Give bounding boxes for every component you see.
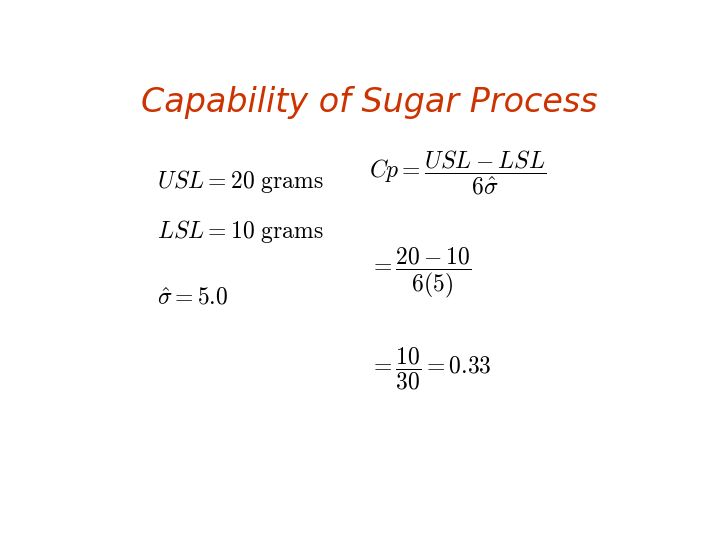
Text: $\mathit{USL} = 20\ \mathrm{grams}$: $\mathit{USL} = 20\ \mathrm{grams}$: [157, 168, 324, 195]
Text: $\hat{\sigma} = 5.0$: $\hat{\sigma} = 5.0$: [157, 286, 228, 309]
Text: Capability of Sugar Process: Capability of Sugar Process: [140, 86, 598, 119]
Text: $\mathit{Cp} = \dfrac{\mathit{USL}-\mathit{LSL}}{6\hat{\sigma}}$: $\mathit{Cp} = \dfrac{\mathit{USL}-\math…: [369, 149, 546, 197]
Text: $= \dfrac{10}{30} = 0.33$: $= \dfrac{10}{30} = 0.33$: [369, 345, 492, 392]
Text: $= \dfrac{20-10}{6(5)}$: $= \dfrac{20-10}{6(5)}$: [369, 246, 472, 300]
Text: $\mathit{LSL} = 10\ \mathrm{grams}$: $\mathit{LSL} = 10\ \mathrm{grams}$: [157, 218, 324, 245]
